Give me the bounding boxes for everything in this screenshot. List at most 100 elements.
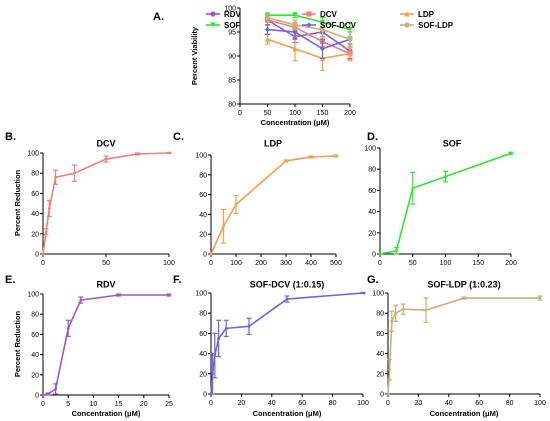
data-point (292, 29, 298, 35)
y-tick-label: 0 (380, 392, 384, 399)
data-point (378, 252, 382, 256)
x-tick-label: 50 (264, 110, 272, 117)
x-tick-label: 300 (280, 260, 292, 267)
series-line (267, 38, 351, 60)
data-point (509, 151, 513, 155)
data-point (334, 154, 338, 158)
legend: RDV DCV LDP SOF SOF-DCV SOF-LDP (206, 10, 454, 30)
y-tick-label: 85 (228, 78, 236, 85)
y-tick-label: 80 (368, 167, 376, 174)
data-point (347, 51, 353, 57)
data-point (224, 326, 228, 330)
series-sof (378, 151, 514, 256)
y-axis-title: Percent Reduction (13, 310, 22, 377)
panel-title: LDP (264, 138, 282, 148)
y-tick-label: 0 (203, 392, 207, 399)
panel-letter: G. (367, 274, 379, 286)
x-tick-label: 100 (534, 400, 546, 407)
y-tick-label: 60 (368, 188, 376, 195)
y-tick-label: 100 (195, 291, 207, 298)
data-point (210, 11, 216, 17)
x-axis-title: Concentration (μM) (253, 409, 322, 418)
panel-e: E. RDV 0 20 40 60 80 100 0 5 10 15 20 25 Percent Reduc… (5, 274, 173, 418)
data-point (54, 387, 57, 391)
x-tick-label: 0 (209, 260, 213, 267)
y-tick-label: 40 (31, 211, 39, 218)
data-point (264, 27, 271, 33)
y-tick-label: 60 (199, 192, 207, 199)
x-tick-label: 100 (440, 260, 452, 267)
x-tick-label: 25 (165, 401, 173, 408)
data-point (211, 372, 214, 376)
data-point (347, 27, 353, 33)
series-ldp (209, 154, 339, 256)
x-tick-label: 40 (268, 400, 276, 407)
y-tick-label: 0 (372, 252, 376, 259)
x-tick-label: 100 (230, 260, 242, 267)
x-tick-label: 10 (90, 401, 98, 408)
x-tick-label: 200 (255, 260, 267, 267)
y-tick-label: 0 (35, 252, 39, 259)
x-tick-label: 60 (298, 400, 306, 407)
data-point (404, 22, 410, 28)
x-tick-label: 40 (445, 400, 453, 407)
series-line (42, 152, 170, 255)
x-tick-label: 100 (163, 260, 175, 267)
data-point (361, 291, 365, 295)
y-tick-label: 20 (31, 231, 39, 238)
axes (40, 293, 170, 398)
series-line (210, 292, 364, 395)
x-tick-label: 80 (329, 400, 337, 407)
y-tick-label: 80 (228, 102, 236, 109)
series-line (210, 155, 337, 255)
legend-entry: SOF-LDP (400, 21, 454, 30)
data-point (217, 337, 221, 340)
data-point (167, 151, 171, 155)
series-rdv (41, 293, 172, 397)
y-tick-label: 20 (199, 371, 207, 378)
panel-letter: D. (367, 131, 378, 143)
y-tick-label: 100 (195, 153, 207, 160)
series-sof-ldp (386, 295, 543, 396)
x-tick-label: 15 (115, 401, 123, 408)
x-tick-label: 20 (415, 400, 423, 407)
legend-entry: LDP (400, 10, 435, 19)
data-point (394, 249, 398, 253)
x-tick-label: 80 (506, 400, 514, 407)
panel-letter: E. (5, 274, 15, 286)
data-point (390, 319, 394, 323)
data-point (401, 307, 405, 311)
y-tick-label: 100 (27, 292, 39, 299)
panel-g: G. SOF-LDP (1:0.23) 0 20 40 60 80 100 0 20 40 60 80 1… (367, 274, 546, 418)
y-tick-label: 95 (228, 30, 236, 37)
series-line (267, 14, 351, 31)
y-tick-label: 20 (368, 230, 376, 237)
x-tick-label: 200 (505, 260, 517, 267)
data-point (538, 296, 542, 300)
data-point (136, 152, 139, 156)
panel-title: RDV (96, 279, 115, 289)
y-tick-label: 100 (364, 146, 376, 153)
data-point (319, 27, 326, 33)
data-point (309, 155, 313, 159)
data-point (292, 22, 298, 28)
panel-letter: B. (5, 131, 16, 143)
panel-title: DCV (96, 138, 115, 148)
data-point (209, 252, 213, 256)
panel-title: SOF (443, 138, 462, 148)
series-dcv (41, 151, 172, 256)
series-line (267, 19, 351, 55)
y-tick-label: 20 (376, 371, 384, 378)
x-tick-label: 0 (41, 260, 45, 267)
legend-label: SOF (224, 21, 241, 30)
axes (40, 152, 170, 257)
y-tick-label: 90 (228, 54, 236, 61)
y-tick-label: 40 (368, 209, 376, 216)
data-point (44, 230, 48, 234)
data-point (394, 311, 397, 315)
data-point (222, 224, 225, 228)
x-tick-label: 5 (66, 401, 70, 408)
panel-letter: C. (173, 131, 184, 143)
data-point (41, 252, 45, 256)
